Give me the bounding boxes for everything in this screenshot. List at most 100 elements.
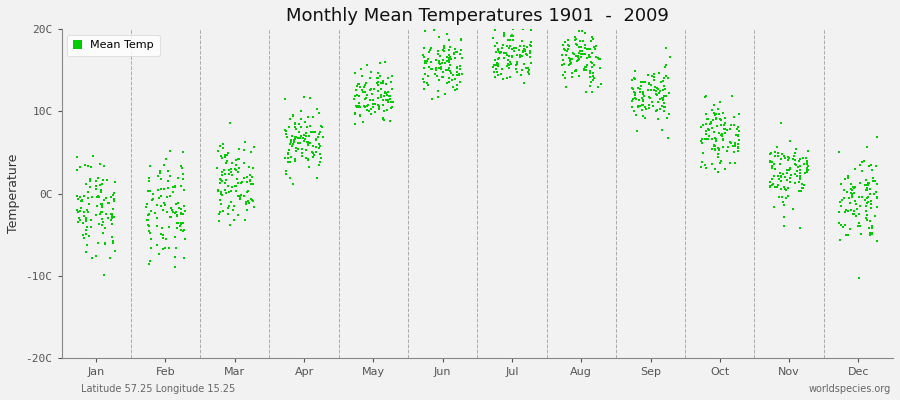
Point [90,240,104,247]
Point [140,204,154,211]
Point [311,162,326,168]
Point [431,94,446,100]
Point [432,65,446,71]
Point [779,170,794,177]
Point [223,168,238,175]
Point [97,272,112,278]
Point [442,58,456,65]
Point [213,179,228,186]
Point [628,68,643,74]
Point [788,157,802,164]
Point [221,150,236,156]
Point [238,147,252,154]
Point [247,181,261,187]
Point [444,55,458,62]
Point [163,148,177,154]
Point [434,64,448,71]
Point [782,166,796,173]
Point [582,54,597,60]
Point [314,124,328,130]
Point [698,136,712,142]
Point [626,104,640,110]
Point [71,209,86,215]
Point [783,175,797,181]
Point [565,70,580,77]
Point [771,172,786,179]
Point [141,211,156,217]
Point [657,83,671,90]
Point [174,210,188,217]
Point [558,39,572,45]
Point [728,132,742,138]
Point [644,82,658,88]
Point [351,103,365,110]
Point [573,38,588,44]
Point [649,91,663,97]
Point [709,115,724,121]
Point [76,196,90,203]
Point [105,212,120,218]
Point [732,127,746,134]
Point [775,194,789,200]
Point [862,162,877,169]
Point [140,188,155,194]
Point [488,42,502,49]
Point [301,141,315,148]
Point [383,118,398,124]
Point [864,162,878,168]
Point [776,199,790,205]
Point [512,54,526,60]
Point [142,258,157,264]
Point [764,159,778,166]
Point [417,64,431,71]
Point [375,115,390,121]
Point [662,54,677,60]
Point [282,123,296,130]
Point [230,211,245,218]
Point [372,102,386,109]
Point [635,89,650,96]
Point [863,201,878,208]
Point [780,192,795,199]
Point [566,51,580,57]
Point [440,58,454,64]
Point [369,75,383,82]
Point [177,208,192,214]
Point [372,105,386,112]
Point [376,102,391,108]
Point [94,203,109,209]
Point [158,162,172,168]
Point [306,114,320,121]
Point [450,64,464,71]
Point [860,212,875,218]
Point [237,175,251,182]
Point [302,164,316,170]
Point [224,166,238,172]
Point [94,209,109,215]
Point [359,107,374,114]
Point [714,158,728,164]
Point [104,194,119,200]
Point [554,62,569,68]
Point [497,32,511,39]
Point [158,245,173,251]
Point [847,190,861,196]
Point [374,60,388,66]
Point [790,168,805,175]
Point [591,54,606,61]
Point [708,143,723,150]
Point [374,86,388,92]
Point [695,136,709,142]
Point [452,71,466,77]
Point [523,50,537,56]
Point [300,139,314,146]
Point [732,144,746,150]
Point [698,93,713,100]
Point [860,185,874,192]
Point [488,74,502,80]
Point [701,136,716,142]
Point [305,150,320,156]
Point [288,120,302,126]
Point [94,200,109,207]
Point [423,47,437,53]
